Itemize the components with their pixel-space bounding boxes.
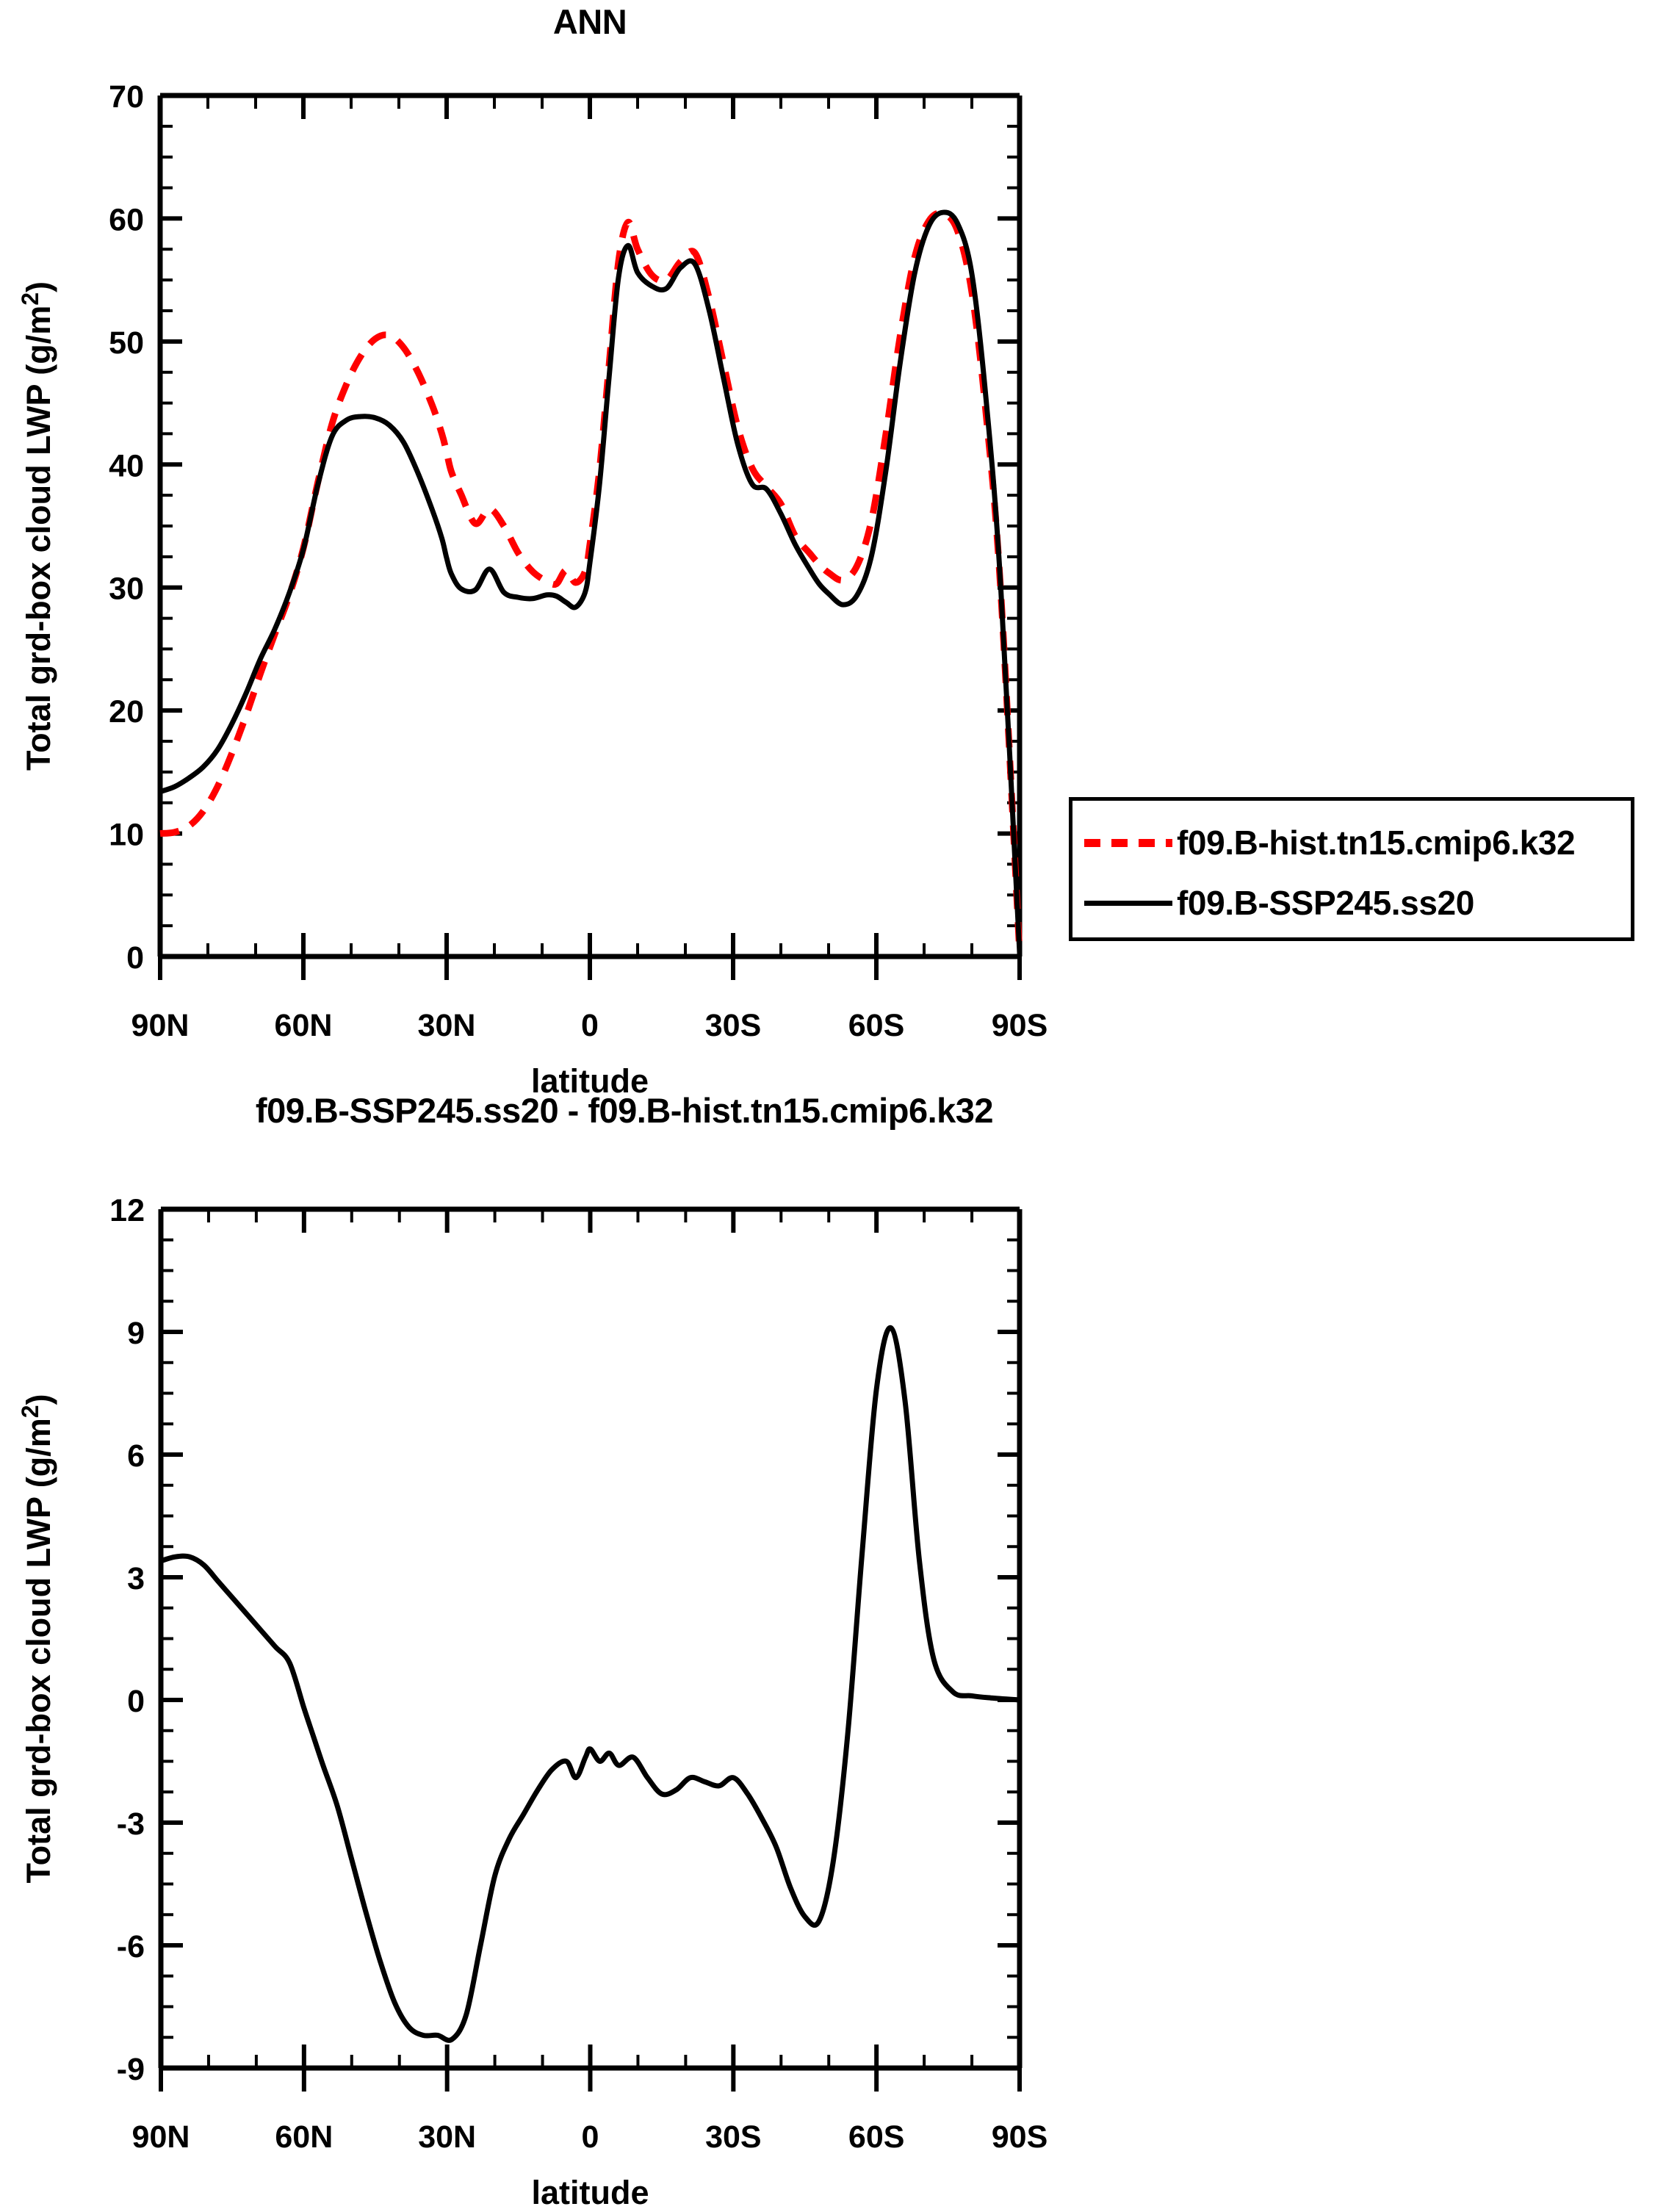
- legend: f09.B-hist.tn15.cmip6.k32 f09.B-SSP245.s…: [1069, 797, 1634, 941]
- y-tick-label: 10: [109, 818, 144, 853]
- panel-ann: ANN 0 10 20 30 40 50 60 70 90N 60N 30N 0 30S 60S 90S la…: [0, 0, 1655, 1102]
- x-tick-label: 60S: [848, 2119, 905, 2155]
- y-tick-label: 0: [127, 1684, 145, 1719]
- x-tick-label: 30S: [705, 2119, 762, 2155]
- panel-difference: f09.B-SSP245.ss20 - f09.B-hist.tn15.cmip…: [0, 1087, 1655, 2212]
- plot-area-bottom: -9 -6 -3 0 3 6 9 12 90N 60N 30N 0 30S 60S 90S latitude T…: [17, 1193, 1048, 2211]
- y-axis-title-text: Total grd-box cloud LWP (g/m2): [17, 281, 57, 771]
- x-tick-label: 60N: [275, 2119, 333, 2155]
- y-tick-label: 20: [109, 694, 144, 729]
- y-tick-label: 0: [126, 940, 144, 976]
- x-tick-label: 60S: [848, 1008, 905, 1043]
- series-line-0: [158, 1325, 1023, 2043]
- x-tick-label: 90S: [992, 1008, 1048, 1043]
- x-tick-label: 30S: [705, 1008, 762, 1043]
- legend-swatch-dashed-line-icon: [1084, 838, 1172, 847]
- y-axis-title-text: Total grd-box cloud LWP (g/m2): [17, 1394, 57, 1883]
- legend-swatch-solid-line-icon: [1084, 900, 1172, 906]
- y-tick-label: 40: [109, 448, 144, 483]
- y-tick-label: 6: [127, 1438, 145, 1474]
- y-axis-title: Total grd-box cloud LWP (g/m2): [17, 1394, 57, 1883]
- y-tick-label: 30: [109, 572, 144, 607]
- x-axis-title: latitude: [531, 2174, 649, 2211]
- y-tick-label: 50: [109, 325, 144, 361]
- y-tick-label: 3: [127, 1561, 145, 1596]
- legend-item-historical[interactable]: f09.B-hist.tn15.cmip6.k32: [1072, 817, 1631, 868]
- x-tick-label: 30N: [418, 1008, 476, 1043]
- legend-label-historical: f09.B-hist.tn15.cmip6.k32: [1177, 824, 1576, 862]
- y-axis-title: Total grd-box cloud LWP (g/m2): [17, 281, 57, 771]
- x-tick-label: 60N: [275, 1008, 333, 1043]
- y-tick-label: 9: [127, 1316, 145, 1351]
- page-title: ANN: [552, 2, 627, 41]
- series-line-1: [157, 209, 1023, 956]
- x-tick-label: 90N: [132, 2119, 190, 2155]
- x-axis-title: latitude: [531, 1062, 649, 1100]
- plot-area-top: 0 10 20 30 40 50 60 70 90N 60N 30N 0 30S 60S 90S latitu…: [17, 79, 1048, 1100]
- legend-item-ssp245[interactable]: f09.B-SSP245.ss20: [1072, 877, 1631, 929]
- y-tick-label: -3: [117, 1806, 145, 1842]
- y-tick-label: -9: [117, 2052, 145, 2087]
- x-tick-label: 0: [582, 2119, 599, 2155]
- y-tick-label: 60: [109, 202, 144, 237]
- y-tick-label: -6: [117, 1929, 145, 1964]
- legend-label-ssp245: f09.B-SSP245.ss20: [1177, 884, 1474, 922]
- page-subtitle: f09.B-SSP245.ss20 - f09.B-hist.tn15.cmip…: [255, 1091, 994, 1130]
- x-tick-label: 30N: [418, 2119, 476, 2155]
- y-tick-label: 12: [109, 1193, 145, 1228]
- x-tick-label: 0: [581, 1008, 599, 1043]
- x-tick-label: 90S: [992, 2119, 1048, 2155]
- y-tick-label: 70: [109, 79, 144, 115]
- x-tick-label: 90N: [131, 1008, 190, 1043]
- series-line-0: [159, 209, 1023, 954]
